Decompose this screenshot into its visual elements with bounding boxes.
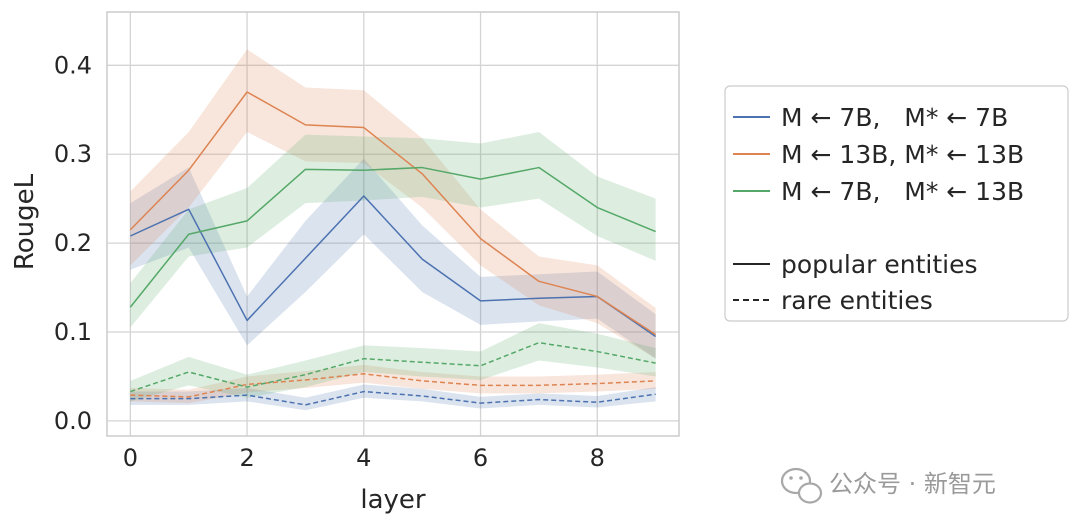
line-series-4 — [130, 373, 656, 398]
series-lines — [129, 91, 657, 406]
watermark-text: 公众号 · 新智元 — [829, 470, 996, 498]
line-series-3 — [130, 390, 656, 406]
line-series-5 — [130, 341, 656, 393]
x-tick-label: 6 — [473, 444, 488, 472]
x-axis-ticks: 0 2 4 6 8 — [123, 444, 605, 472]
legend-label: rare entities — [781, 286, 933, 315]
plot-frame — [106, 11, 680, 437]
legend-label: M ← 13B, M* ← 13B — [781, 140, 1024, 169]
band-series-5 — [130, 323, 656, 402]
y-axis-ticks: 0.0 0.1 0.2 0.3 0.4 — [54, 51, 92, 435]
line-series-0 — [130, 195, 657, 338]
x-axis-label: layer — [360, 485, 426, 515]
x-tick-label: 8 — [590, 444, 605, 472]
line-series-1 — [129, 91, 657, 336]
wechat-icon — [780, 467, 823, 504]
line-series-2 — [129, 166, 656, 308]
y-tick-label: 0.4 — [54, 51, 92, 79]
y-tick-label: 0.0 — [54, 407, 92, 435]
confidence-bands — [130, 49, 656, 411]
band-series-3 — [130, 384, 656, 411]
legend: M ← 7B, M* ← 7B M ← 13B, M* ← 13B M ← 7B, … — [724, 85, 1069, 322]
y-tick-label: 0.1 — [54, 318, 92, 346]
y-tick-label: 0.3 — [54, 140, 92, 168]
band-series-1 — [130, 49, 656, 359]
x-tick-label: 0 — [123, 444, 138, 472]
legend-label: M ← 7B, M* ← 13B — [781, 177, 1024, 206]
legend-label: popular entities — [781, 250, 978, 279]
y-axis-label: RougeL — [10, 173, 40, 270]
watermark: 公众号 · 新智元 — [780, 467, 996, 504]
x-tick-label: 4 — [356, 444, 371, 472]
grid — [107, 12, 679, 436]
y-tick-label: 0.2 — [54, 229, 92, 257]
band-series-2 — [130, 132, 656, 328]
legend-frame — [724, 85, 1069, 322]
band-series-4 — [130, 364, 656, 404]
band-series-0 — [130, 158, 656, 359]
x-tick-label: 2 — [239, 444, 254, 472]
legend-label: M ← 7B, M* ← 7B — [781, 103, 1008, 132]
